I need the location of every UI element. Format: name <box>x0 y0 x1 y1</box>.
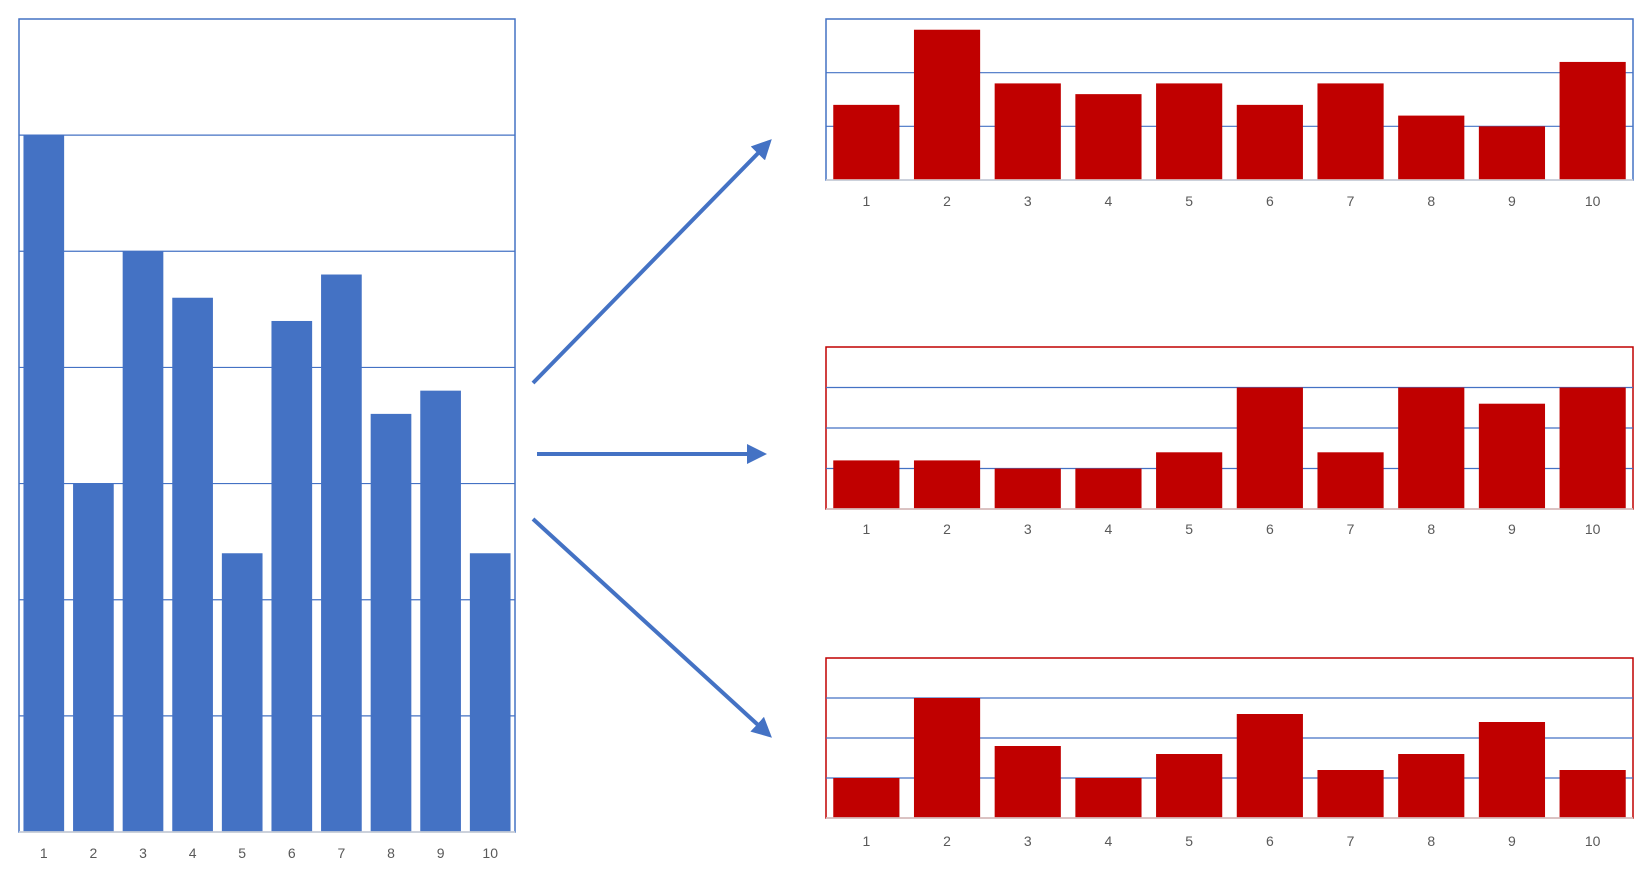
x-tick-label: 3 <box>139 845 147 861</box>
x-tick-label: 2 <box>943 833 951 849</box>
bar <box>1317 770 1384 818</box>
x-tick-label: 5 <box>1185 193 1193 209</box>
x-tick-label: 6 <box>1266 193 1274 209</box>
bar <box>1559 770 1626 818</box>
bar <box>420 390 461 832</box>
x-tick-label: 9 <box>1508 193 1516 209</box>
bar <box>1398 754 1465 818</box>
bar <box>833 104 900 180</box>
x-tick-label: 3 <box>1024 193 1032 209</box>
x-tick-label: 7 <box>1347 833 1355 849</box>
bar <box>1075 468 1142 509</box>
bar <box>1156 452 1223 509</box>
bar <box>370 413 412 832</box>
x-tick-label: 5 <box>238 845 246 861</box>
bar <box>1478 403 1546 509</box>
x-tick-label: 7 <box>338 845 346 861</box>
x-tick-label: 8 <box>387 845 395 861</box>
charts-layer: 1 2 3 4 5 6 7 8 9 10 1 2 3 4 5 6 7 8 9 10 1 2 3 4 5 6 7 8 9 10 1 2 3 4 5 6 7… <box>18 18 1634 861</box>
bar <box>1398 387 1465 509</box>
x-tick-label: 7 <box>1347 193 1355 209</box>
bar <box>271 320 313 832</box>
x-tick-label: 8 <box>1427 521 1435 537</box>
x-tick-label: 1 <box>40 845 48 861</box>
x-tick-label: 5 <box>1185 833 1193 849</box>
bar <box>1075 778 1142 818</box>
x-tick-label: 8 <box>1427 833 1435 849</box>
bar <box>1478 126 1546 180</box>
x-tick-label: 1 <box>862 193 870 209</box>
x-tick-label: 7 <box>1347 521 1355 537</box>
x-tick-label: 2 <box>943 193 951 209</box>
x-tick-label: 4 <box>1105 833 1113 849</box>
bar <box>1236 104 1303 180</box>
bar-chart-1: 1 2 3 4 5 6 7 8 9 10 <box>18 18 516 861</box>
bar <box>1559 387 1626 509</box>
x-tick-label: 6 <box>288 845 296 861</box>
bar <box>172 297 213 832</box>
bar <box>23 135 65 833</box>
arrows-layer <box>531 139 772 738</box>
bar <box>1559 61 1626 180</box>
arrow-to-chart-4 <box>531 517 772 738</box>
bar <box>1156 754 1223 818</box>
bar <box>1398 115 1465 180</box>
x-tick-label: 8 <box>1427 193 1435 209</box>
x-tick-label: 10 <box>1585 833 1601 849</box>
x-tick-label: 9 <box>1508 521 1516 537</box>
bar <box>1317 83 1384 180</box>
bar <box>1478 722 1546 818</box>
bar <box>73 483 114 832</box>
x-tick-label: 4 <box>189 845 197 861</box>
x-tick-label: 1 <box>862 833 870 849</box>
x-tick-label: 6 <box>1266 833 1274 849</box>
x-tick-label: 1 <box>862 521 870 537</box>
bar <box>913 29 981 180</box>
bar <box>1317 452 1384 509</box>
x-tick-label: 2 <box>943 521 951 537</box>
bar <box>994 746 1061 818</box>
bar-chart-3: 1 2 3 4 5 6 7 8 9 10 <box>825 346 1634 537</box>
bar <box>994 468 1061 509</box>
bar <box>1075 94 1142 180</box>
x-tick-label: 2 <box>90 845 98 861</box>
x-tick-label: 4 <box>1105 521 1113 537</box>
bar <box>994 83 1061 180</box>
bar <box>221 553 263 832</box>
x-tick-label: 5 <box>1185 521 1193 537</box>
x-tick-label: 9 <box>1508 833 1516 849</box>
x-tick-label: 9 <box>437 845 445 861</box>
arrow-to-chart-2 <box>531 139 772 385</box>
bar <box>469 553 511 832</box>
bar <box>1236 387 1303 509</box>
bar <box>321 274 362 832</box>
x-tick-label: 10 <box>1585 521 1601 537</box>
bar-chart-4: 1 2 3 4 5 6 7 8 9 10 <box>825 657 1634 849</box>
x-tick-label: 10 <box>482 845 498 861</box>
x-tick-label: 6 <box>1266 521 1274 537</box>
bar <box>1236 714 1303 818</box>
bar <box>913 698 981 818</box>
bar <box>1156 83 1223 180</box>
x-tick-label: 10 <box>1585 193 1601 209</box>
x-tick-label: 3 <box>1024 521 1032 537</box>
bar-chart-2: 1 2 3 4 5 6 7 8 9 10 <box>825 18 1634 209</box>
x-tick-label: 3 <box>1024 833 1032 849</box>
bar <box>833 778 900 818</box>
x-tick-label: 4 <box>1105 193 1113 209</box>
bar <box>913 460 981 509</box>
bar <box>833 460 900 509</box>
bar <box>122 251 164 833</box>
